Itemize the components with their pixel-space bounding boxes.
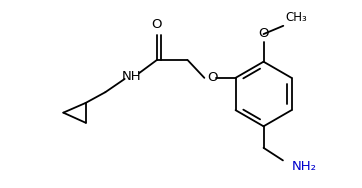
Text: CH₃: CH₃: [285, 11, 307, 24]
Text: O: O: [258, 27, 269, 40]
Text: O: O: [207, 71, 218, 84]
Text: NH: NH: [121, 70, 141, 83]
Text: NH₂: NH₂: [292, 160, 317, 173]
Text: O: O: [152, 18, 162, 31]
